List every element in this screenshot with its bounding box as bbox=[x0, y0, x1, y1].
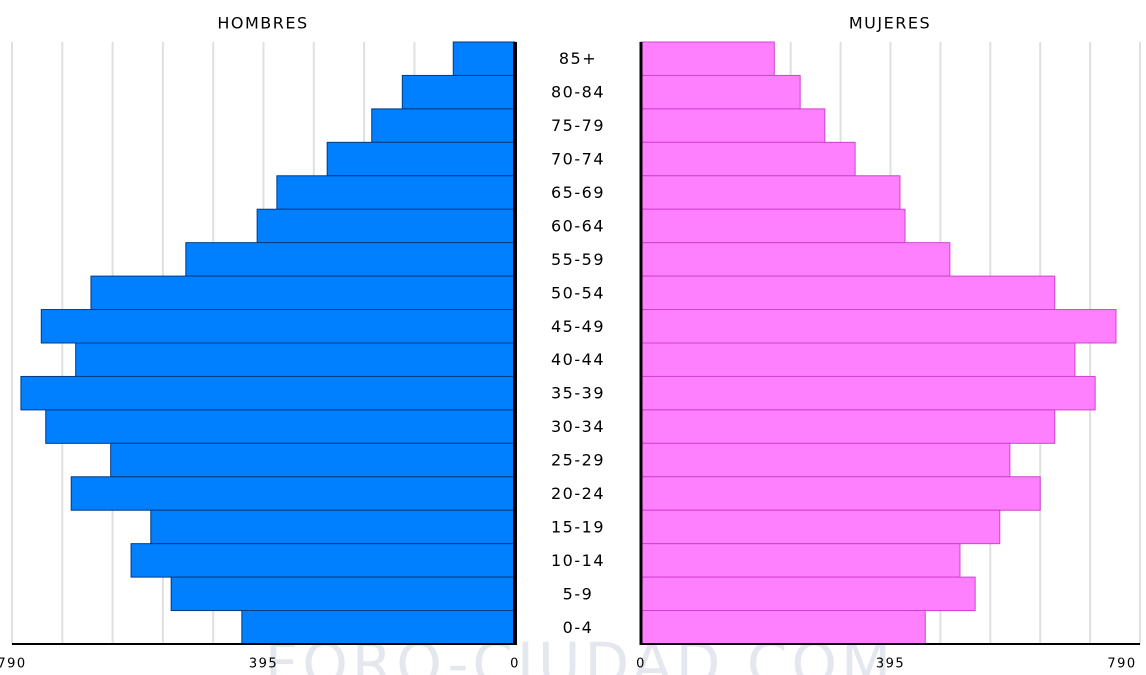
series-title: HOMBRES bbox=[217, 14, 308, 33]
x-tick-label: 790 bbox=[1107, 657, 1136, 672]
series-title: MUJERES bbox=[849, 14, 931, 33]
bar bbox=[170, 576, 516, 612]
category-label: 45-49 bbox=[551, 317, 605, 336]
bar bbox=[640, 610, 926, 645]
bar bbox=[640, 409, 1056, 444]
category-label: 50-54 bbox=[551, 283, 605, 302]
bar bbox=[75, 342, 516, 377]
x-tick-label: 395 bbox=[876, 657, 905, 672]
bar bbox=[640, 476, 1041, 511]
bar bbox=[640, 275, 1056, 311]
bar bbox=[640, 576, 976, 612]
bar bbox=[640, 342, 1076, 377]
bar bbox=[45, 409, 516, 444]
bar bbox=[640, 543, 961, 578]
bar bbox=[640, 309, 1117, 344]
x-tick-label: 395 bbox=[249, 657, 278, 672]
bar bbox=[326, 141, 516, 177]
x-tick-label: 0 bbox=[636, 657, 646, 672]
bar bbox=[90, 275, 516, 311]
bar bbox=[20, 375, 516, 411]
bar bbox=[70, 476, 516, 511]
bar bbox=[241, 610, 516, 645]
bar bbox=[640, 74, 801, 110]
bar bbox=[640, 375, 1096, 411]
bar bbox=[640, 242, 951, 277]
x-tick-label: 790 bbox=[0, 657, 27, 672]
bar bbox=[640, 208, 906, 244]
bar bbox=[276, 175, 516, 210]
x-tick-label: 0 bbox=[510, 657, 520, 672]
category-label: 10-14 bbox=[551, 551, 605, 570]
category-label: 60-64 bbox=[551, 216, 605, 235]
bar bbox=[185, 242, 516, 277]
bar bbox=[640, 141, 856, 177]
category-label: 55-59 bbox=[551, 250, 605, 269]
bar bbox=[640, 108, 826, 143]
bar bbox=[401, 74, 516, 110]
bar bbox=[640, 509, 1001, 545]
bar bbox=[110, 442, 516, 478]
bar bbox=[640, 41, 775, 76]
bar bbox=[130, 543, 516, 578]
category-label: 85+ bbox=[559, 49, 597, 68]
bar bbox=[40, 309, 516, 344]
bar bbox=[371, 108, 516, 143]
bar bbox=[640, 442, 1011, 478]
category-label: 20-24 bbox=[551, 484, 605, 503]
bar bbox=[150, 509, 516, 545]
category-label: 80-84 bbox=[551, 83, 605, 102]
category-label: 40-44 bbox=[551, 350, 605, 369]
category-label: 25-29 bbox=[551, 451, 605, 470]
category-label: 30-34 bbox=[551, 417, 605, 436]
bar bbox=[256, 208, 516, 244]
category-label: 75-79 bbox=[551, 116, 605, 135]
category-label: 0-4 bbox=[563, 618, 594, 637]
category-label: 65-69 bbox=[551, 183, 605, 202]
category-label: 70-74 bbox=[551, 150, 605, 169]
category-label: 15-19 bbox=[551, 517, 605, 536]
bar bbox=[452, 41, 516, 76]
category-label: 5-9 bbox=[563, 584, 594, 603]
bar bbox=[640, 175, 901, 210]
category-label: 35-39 bbox=[551, 384, 605, 403]
